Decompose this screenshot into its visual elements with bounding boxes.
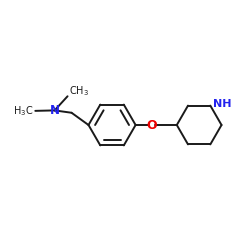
Text: O: O: [146, 118, 157, 132]
Text: NH: NH: [213, 100, 232, 110]
Text: N: N: [50, 104, 59, 117]
Text: H$_3$C: H$_3$C: [13, 104, 34, 118]
Text: CH$_3$: CH$_3$: [70, 85, 89, 98]
